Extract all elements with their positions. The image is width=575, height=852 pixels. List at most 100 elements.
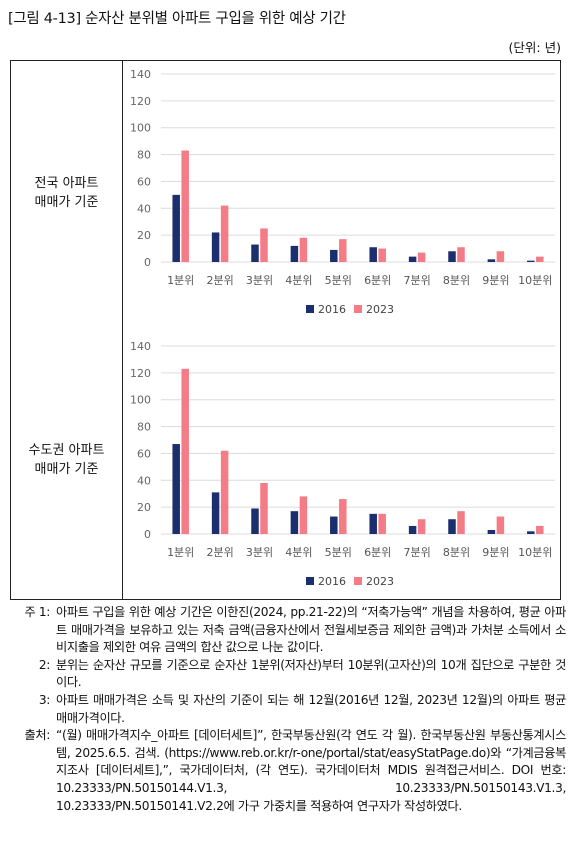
figure-title: [그림 4-13] 순자산 분위별 아파트 구입을 위한 예상 기간: [8, 11, 346, 27]
x-tick-label: 2분위: [206, 546, 233, 559]
y-tick-label: 40: [137, 202, 151, 215]
note-number: 3:: [38, 692, 51, 707]
x-tick-label: 7분위: [403, 274, 430, 287]
chart-capital: 0 20 40 60 80 100 120 140 1분위 2분위 3분위 4분위 5분위 6분위 7분위 8…: [130, 340, 555, 588]
note-text: 분위는 순자산 규모를 기준으로 순자산 1분위(저자산)부터 10분위(고자산…: [56, 657, 566, 690]
x-tick-label: 4분위: [285, 546, 312, 559]
y-tick-label: 80: [137, 421, 151, 434]
y-tick-label: 80: [137, 149, 151, 162]
bar-2016: [448, 519, 456, 534]
row-label-line: 수도권 아파트: [28, 443, 105, 458]
bar-2016: [330, 516, 338, 534]
row-label-line: 전국 아파트: [34, 176, 99, 191]
y-tick-label: 0: [144, 528, 151, 541]
y-tick-label: 60: [137, 447, 151, 460]
legend-swatch-2023: [354, 305, 362, 313]
bar-2023: [181, 150, 189, 262]
bar-2023: [496, 516, 505, 534]
bar-2023: [378, 513, 386, 534]
bar-2023: [536, 256, 544, 262]
bar-2016: [408, 525, 417, 534]
figure-frame: 전국 아파트 매매가 기준 수도권 아파트 매매가 기준 0 20 40 60 80 100 1…: [10, 60, 561, 600]
y-tick-label: 0: [144, 256, 151, 269]
bar-2023: [457, 247, 465, 262]
note-text: 아파트 매매가격은 소득 및 자산의 기준이 되는 해 12월(2016년 12…: [56, 692, 566, 725]
bar-2023: [220, 205, 229, 262]
bar-2016: [369, 513, 377, 534]
unit-label: (단위: 년): [508, 40, 561, 55]
note-item: 2: 분위는 순자산 규모를 기준으로 순자산 1분위(저자산)부터 10분위(고…: [6, 657, 567, 692]
bar-2023: [496, 251, 505, 262]
note-text: 아파트 구입을 위한 예상 기간은 이한진(2024, pp.21-22)의 “…: [56, 605, 566, 655]
x-tick-label: 10분위: [518, 546, 552, 559]
y-tick-label: 100: [130, 122, 151, 135]
note-item: 주 1: 아파트 구입을 위한 예상 기간은 이한진(2024, pp.21-22…: [6, 604, 566, 657]
bar-2023: [260, 482, 268, 534]
note-item: 출처: “(월) 매매가격지수_아파트 [데이터세트]”, 한국부동산원(각 연도…: [6, 727, 567, 815]
note-number: 2:: [38, 657, 51, 672]
bar-2023: [299, 496, 308, 534]
y-tick-label: 20: [137, 501, 151, 514]
x-tick-label: 3분위: [246, 274, 273, 287]
legend-label: 2023: [366, 575, 394, 588]
bar-2023: [220, 450, 229, 534]
bar-2016: [330, 249, 338, 262]
row-label-line: 매매가 기준: [34, 462, 99, 477]
legend-label: 2016: [318, 575, 346, 588]
x-tick-label: 8분위: [443, 546, 470, 559]
y-tick-label: 140: [130, 340, 151, 353]
y-tick-label: 20: [137, 229, 151, 242]
x-tick-label: 9분위: [482, 546, 509, 559]
row-label-divider: [122, 61, 124, 599]
bar-2016: [369, 247, 377, 262]
bar-2023: [181, 368, 189, 534]
y-tick-label: 120: [130, 367, 151, 380]
note-number: 출처:: [24, 728, 51, 743]
y-tick-label: 120: [130, 95, 151, 108]
x-tick-label: 1분위: [167, 546, 194, 559]
legend-swatch-2016: [306, 577, 314, 585]
bar-2023: [378, 248, 386, 262]
row-label-line: 매매가 기준: [34, 195, 99, 210]
x-tick-label: 5분위: [325, 274, 352, 287]
x-tick-label: 1분위: [167, 274, 194, 287]
bar-2016: [527, 531, 535, 534]
notes-section: 주 1: 아파트 구입을 위한 예상 기간은 이한진(2024, pp.21-22…: [6, 604, 566, 815]
x-tick-label: 7분위: [403, 546, 430, 559]
x-tick-label: 8분위: [443, 274, 470, 287]
y-tick-label: 40: [137, 474, 151, 487]
bar-2023: [417, 519, 426, 534]
chart-national: 0 20 40 60 80 100 120 140 1분위 2분위 3분위 4분위 5분위 6분위 7분위 8…: [130, 68, 555, 316]
bar-2016: [211, 492, 220, 534]
bar-2023: [536, 525, 544, 534]
bar-2016: [290, 245, 299, 262]
legend-label: 2016: [318, 303, 346, 316]
y-tick-label: 100: [130, 394, 151, 407]
legend-label: 2023: [366, 303, 394, 316]
x-tick-label: 6분위: [364, 274, 391, 287]
x-tick-label: 10분위: [518, 274, 552, 287]
bar-2016: [448, 251, 456, 262]
bar-2016: [487, 259, 496, 262]
x-tick-label: 9분위: [482, 274, 509, 287]
bar-2016: [211, 232, 220, 262]
legend-swatch-2023: [354, 577, 362, 585]
bar-2016: [487, 529, 496, 534]
x-tick-label: 4분위: [285, 274, 312, 287]
bar-2023: [457, 511, 465, 534]
y-tick-label: 60: [137, 175, 151, 188]
x-tick-label: 6분위: [364, 546, 391, 559]
bar-2016: [172, 194, 180, 262]
legend-swatch-2016: [306, 305, 314, 313]
bar-2023: [260, 228, 268, 262]
note-item: 3: 아파트 매매가격은 소득 및 자산의 기준이 되는 해 12월(2016년 …: [6, 692, 567, 727]
bar-2016: [251, 508, 259, 534]
note-text: “(월) 매매가격지수_아파트 [데이터세트]”, 한국부동산원(각 연도 각 …: [56, 728, 566, 813]
note-number: 주 1:: [24, 605, 50, 619]
bar-2016: [251, 244, 259, 262]
bar-2023: [339, 239, 347, 262]
bar-2023: [299, 237, 308, 262]
bar-2016: [408, 256, 417, 262]
